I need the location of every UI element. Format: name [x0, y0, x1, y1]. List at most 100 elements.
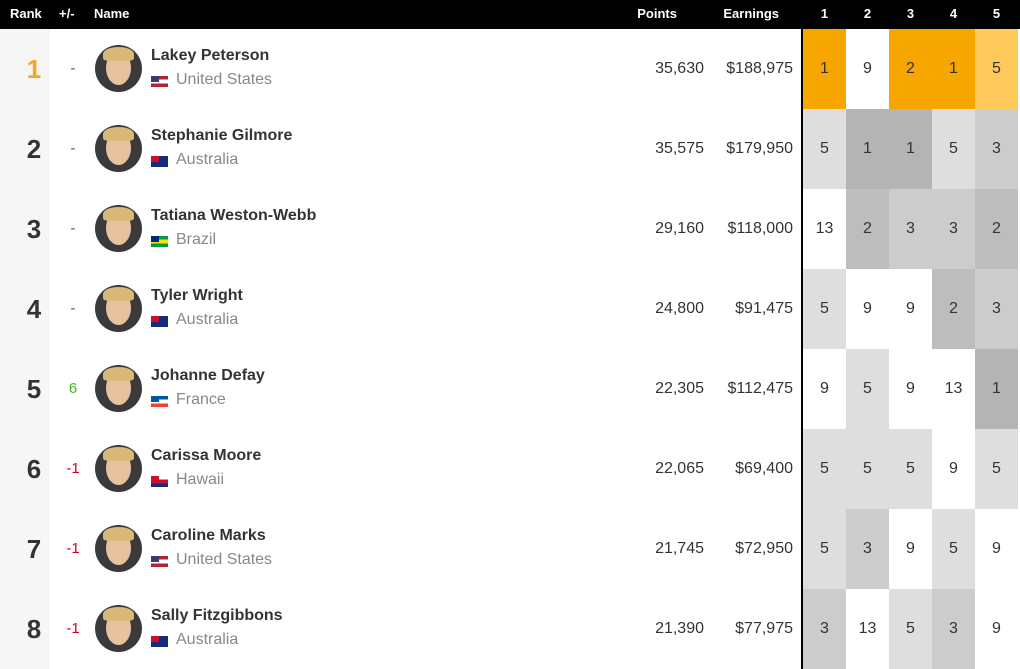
- earnings: $69,400: [735, 460, 793, 477]
- header-bar: [0, 0, 1020, 29]
- header-name: Name: [94, 6, 130, 21]
- change: -1: [66, 540, 80, 557]
- result: 3: [932, 589, 975, 669]
- player-name: Carissa Moore: [151, 447, 262, 464]
- country: Brazil: [176, 231, 217, 248]
- result: 1: [932, 29, 975, 109]
- result: 5: [932, 109, 975, 189]
- result: 1: [803, 29, 846, 109]
- header-event: 5: [992, 6, 1001, 21]
- result: 5: [889, 429, 932, 509]
- player-name: Lakey Peterson: [151, 47, 270, 64]
- points: 21,745: [655, 540, 704, 557]
- result: 1: [889, 109, 932, 189]
- result: 5: [803, 429, 846, 509]
- result: 3: [932, 189, 975, 269]
- header-change: +/-: [59, 6, 75, 21]
- country: Australia: [176, 631, 239, 648]
- flag-canton: [151, 476, 159, 482]
- earnings: $72,950: [735, 540, 793, 557]
- points: 21,390: [655, 620, 704, 637]
- rank: 7: [26, 534, 42, 564]
- avatar-hair: [103, 527, 134, 541]
- result: 3: [889, 189, 932, 269]
- change: -: [70, 300, 76, 317]
- earnings: $188,975: [726, 60, 793, 77]
- result: 5: [846, 349, 889, 429]
- flag-canton: [151, 316, 159, 322]
- header-rank: Rank: [10, 6, 42, 21]
- result: 9: [932, 429, 975, 509]
- result: 13: [932, 349, 975, 429]
- result: 3: [803, 589, 846, 669]
- earnings: $77,975: [735, 620, 793, 637]
- divider: [801, 0, 803, 669]
- flag-canton: [151, 156, 159, 162]
- rank: 6: [26, 454, 42, 484]
- flag-canton: [151, 76, 159, 82]
- points: 35,630: [655, 60, 704, 77]
- rank: 1: [26, 54, 42, 84]
- flag: [151, 236, 168, 247]
- flag-canton: [151, 556, 159, 562]
- earnings: $112,475: [727, 380, 793, 397]
- earnings: $118,000: [727, 220, 793, 237]
- result: 2: [889, 29, 932, 109]
- avatar-hair: [103, 607, 134, 621]
- result: 5: [846, 429, 889, 509]
- result: 2: [932, 269, 975, 349]
- result: 5: [975, 429, 1018, 509]
- change: -: [70, 140, 76, 157]
- change: -: [70, 60, 76, 77]
- result: 5: [803, 509, 846, 589]
- flag-canton: [151, 396, 159, 402]
- result: 9: [889, 509, 932, 589]
- header-event: 2: [863, 6, 872, 21]
- change: -1: [66, 460, 80, 477]
- change: -1: [66, 620, 80, 637]
- country: Australia: [176, 311, 239, 328]
- header-points: Points: [637, 6, 677, 21]
- avatar-hair: [103, 47, 134, 61]
- result: 5: [803, 269, 846, 349]
- points: 22,305: [655, 380, 704, 397]
- player-name: Tyler Wright: [151, 287, 243, 304]
- flag: [151, 156, 168, 167]
- header-event: 4: [949, 6, 958, 21]
- flag: [151, 316, 168, 327]
- result: 13: [846, 589, 889, 669]
- earnings: $91,475: [735, 300, 793, 317]
- points: 35,575: [655, 140, 704, 157]
- result: 9: [889, 349, 932, 429]
- rank-column: [0, 29, 50, 669]
- result: 5: [803, 109, 846, 189]
- result: 9: [975, 509, 1018, 589]
- flag: [151, 476, 168, 487]
- flag: [151, 636, 168, 647]
- earnings: $179,950: [726, 140, 793, 157]
- country: Hawaii: [176, 471, 225, 488]
- rank: 4: [26, 294, 42, 324]
- avatar-hair: [103, 127, 134, 141]
- avatar-hair: [103, 207, 134, 221]
- result: 1: [975, 349, 1018, 429]
- change: 6: [68, 380, 78, 397]
- result: 9: [803, 349, 846, 429]
- points: 29,160: [655, 220, 704, 237]
- result: 2: [846, 189, 889, 269]
- result: 9: [846, 29, 889, 109]
- change: -: [70, 220, 76, 237]
- result: 3: [846, 509, 889, 589]
- result: 9: [846, 269, 889, 349]
- header-earnings: Earnings: [723, 6, 779, 21]
- points: 22,065: [655, 460, 704, 477]
- rank: 3: [26, 214, 42, 244]
- flag: [151, 396, 168, 407]
- result: 9: [975, 589, 1018, 669]
- result: 2: [975, 189, 1018, 269]
- result: 3: [975, 109, 1018, 189]
- player-name: Caroline Marks: [151, 527, 266, 544]
- result: 1: [846, 109, 889, 189]
- avatar-hair: [103, 287, 134, 301]
